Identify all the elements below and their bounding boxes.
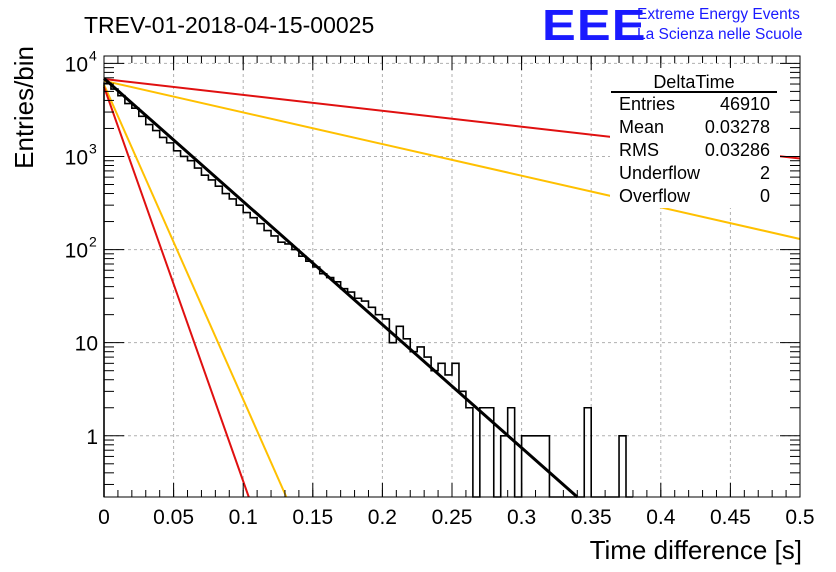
x-tick-label: 0.15 bbox=[292, 506, 333, 529]
stats-row-label: Mean bbox=[619, 117, 664, 137]
y-tick-label-base: 10 bbox=[65, 53, 88, 76]
stats-row-value: 0.03278 bbox=[705, 117, 770, 137]
x-tick-label: 0.4 bbox=[646, 506, 676, 529]
stats-box-rows: Entries 46910 Mean 0.03278 RMS 0.03286Underfl… bbox=[619, 94, 770, 206]
x-tick-label: 0 bbox=[98, 506, 110, 529]
stats-box-title: DeltaTime bbox=[653, 72, 734, 92]
stats-row-value: 46910 bbox=[720, 94, 770, 114]
stats-row-label: Overflow bbox=[619, 186, 691, 206]
chart-title: TREV-01-2018-04-15-00025 bbox=[84, 12, 374, 38]
stats-row-label: Underflow bbox=[619, 163, 701, 183]
eee-logo: EEE Extreme Energy Events La Scienza nel… bbox=[542, 1, 802, 50]
x-tick-label: 0.05 bbox=[153, 506, 194, 529]
stats-row-value: 0 bbox=[760, 186, 770, 206]
y-tick-label: 1 bbox=[86, 426, 98, 449]
fit-curve-1 bbox=[103, 79, 801, 240]
stats-row-label: Entries bbox=[619, 94, 675, 114]
y-tick-label-base: 1 bbox=[86, 426, 98, 449]
y-tick-label: 10 bbox=[75, 333, 98, 356]
stats-row-value: 0.03286 bbox=[705, 140, 770, 160]
x-axis-ticks: 0 0.05 0.1 0.15 0.2 0.25 0.3 0.35 0.4 0.45 0.5 bbox=[98, 56, 815, 529]
x-tick-label: 0.35 bbox=[571, 506, 612, 529]
x-axis-label: Time difference [s] bbox=[590, 535, 802, 565]
histogram-series bbox=[103, 82, 633, 498]
histogram-outline bbox=[103, 82, 633, 498]
x-tick-label: 0.2 bbox=[368, 506, 397, 529]
x-tick-label: 0.3 bbox=[507, 506, 536, 529]
stats-box: DeltaTime Entries 46910 Mean 0.03278 RMS 0.03… bbox=[610, 68, 780, 208]
x-tick-label: 0.25 bbox=[432, 506, 473, 529]
x-tick-label: 0.5 bbox=[785, 506, 814, 529]
y-tick-label-exponent: 3 bbox=[89, 140, 97, 156]
y-tick-label-base: 10 bbox=[65, 146, 88, 169]
y-axis-label: Entries/bin bbox=[9, 46, 39, 169]
eee-logo-mark: EEE bbox=[542, 1, 647, 50]
fit-curve-3 bbox=[103, 84, 288, 498]
y-tick-label-base: 10 bbox=[65, 240, 88, 263]
y-tick-label-base: 10 bbox=[75, 333, 98, 356]
x-tick-label: 0.1 bbox=[229, 506, 258, 529]
stats-row-value: 2 bbox=[760, 163, 770, 183]
x-tick-label: 0.45 bbox=[710, 506, 751, 529]
eee-logo-line1: Extreme Energy Events bbox=[637, 6, 800, 23]
stats-row-label: RMS bbox=[619, 140, 659, 160]
y-tick-label: 10 2 bbox=[65, 234, 97, 263]
fit-curve-4 bbox=[103, 86, 250, 498]
y-tick-label: 10 4 bbox=[65, 47, 97, 76]
y-tick-label-exponent: 4 bbox=[89, 47, 97, 63]
y-tick-label: 10 3 bbox=[65, 140, 97, 169]
y-tick-label-exponent: 2 bbox=[89, 234, 97, 250]
eee-logo-line2: La Scienza nelle Scuole bbox=[637, 26, 802, 43]
